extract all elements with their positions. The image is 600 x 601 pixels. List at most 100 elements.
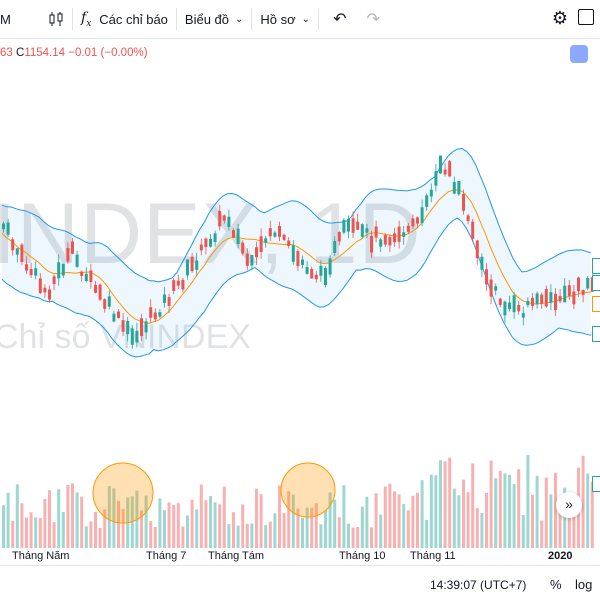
candle-body xyxy=(439,155,442,174)
interval-fragment: M xyxy=(0,11,11,27)
candle-body xyxy=(351,218,355,233)
volume-bar xyxy=(140,510,143,548)
indicators-button[interactable]: fx Các chỉ báo xyxy=(73,0,176,38)
volume-bar xyxy=(15,484,19,548)
volume-bar xyxy=(475,508,479,548)
candle-body xyxy=(494,286,498,291)
volume-bar xyxy=(494,478,498,548)
candle-body xyxy=(305,266,309,274)
undo-icon: ↶ xyxy=(333,11,347,28)
candle-body xyxy=(98,284,102,300)
candle-body xyxy=(420,207,424,224)
candle-body xyxy=(2,223,5,230)
volume-bar xyxy=(98,527,102,548)
candle-body xyxy=(337,232,341,242)
candle-body xyxy=(411,218,415,227)
candle-body xyxy=(526,300,530,306)
clock[interactable]: 14:39:07 (UTC+7) xyxy=(430,578,527,592)
close-label: C xyxy=(16,47,25,59)
redo-icon: ↷ xyxy=(366,11,380,28)
volume-bar xyxy=(452,488,456,548)
change-value: −0.01 xyxy=(68,47,98,59)
candle-body xyxy=(61,263,65,276)
chart-type-button[interactable]: Biểu đồ ⌄ xyxy=(177,0,251,38)
candle-body xyxy=(572,291,576,305)
volume-bar xyxy=(526,454,530,548)
price-chart[interactable] xyxy=(0,38,600,548)
candle-body xyxy=(176,280,180,286)
candle-body xyxy=(195,260,199,270)
volume-bar xyxy=(190,499,194,548)
candle-body xyxy=(512,295,516,313)
volume-bar xyxy=(121,509,125,548)
candle-body xyxy=(581,290,585,295)
volume-bar xyxy=(259,494,263,548)
profile-button[interactable]: Hồ sơ ⌄ xyxy=(252,0,318,38)
volume-bar xyxy=(347,523,350,548)
volume-bar xyxy=(144,495,148,548)
x-axis-label: Tháng 7 xyxy=(146,550,187,562)
volume-bar xyxy=(356,526,360,548)
volume-bar xyxy=(232,512,235,548)
candle-body xyxy=(558,295,562,302)
candle-body xyxy=(498,298,502,305)
candle-body xyxy=(48,289,51,300)
volume-bar xyxy=(43,498,47,548)
volume-bar xyxy=(34,517,38,548)
candle-body xyxy=(457,180,461,195)
chart-style-button[interactable] xyxy=(40,0,72,38)
volume-bar xyxy=(75,492,79,548)
undo-button[interactable]: ↶ xyxy=(319,0,360,38)
candle-body xyxy=(324,268,327,286)
volume-bar xyxy=(434,475,438,548)
volume-bar xyxy=(153,527,157,548)
volume-bar xyxy=(370,527,373,548)
percent-scale-toggle[interactable]: % xyxy=(550,577,562,592)
log-scale-toggle[interactable]: log xyxy=(575,577,593,592)
indicators-label: Các chỉ báo xyxy=(99,11,168,27)
volume-bar xyxy=(443,461,447,548)
candle-body xyxy=(117,311,120,319)
volume-bar xyxy=(250,523,254,548)
volume-bar xyxy=(393,491,396,548)
candle-body xyxy=(466,215,470,222)
volume-bar xyxy=(337,517,341,548)
volume-bar xyxy=(213,502,217,548)
candle-body xyxy=(57,262,61,279)
scroll-to-realtime-button[interactable]: » xyxy=(556,492,582,518)
x-axis-label: Tháng 11 xyxy=(410,550,456,562)
volume-bar xyxy=(130,496,134,548)
fullscreen-icon[interactable] xyxy=(578,9,594,25)
candle-body xyxy=(84,273,88,282)
change-percent: (−0.00%) xyxy=(100,47,148,59)
candle-body xyxy=(11,239,15,251)
candle-body xyxy=(121,320,125,332)
volume-bar xyxy=(11,520,15,548)
volume-bar xyxy=(149,521,153,548)
scroll-right-icon: » xyxy=(565,496,573,512)
candle-body xyxy=(577,277,580,292)
volume-bar xyxy=(466,492,470,548)
candle-body xyxy=(531,297,534,306)
candle-body xyxy=(586,278,590,289)
volume-bar xyxy=(411,495,415,548)
candle-body xyxy=(199,244,203,251)
volume-bar xyxy=(544,477,548,548)
volume-bar xyxy=(324,510,327,548)
gear-icon[interactable]: ⚙ xyxy=(551,8,568,28)
redo-button[interactable]: ↷ xyxy=(360,0,385,38)
candle-body xyxy=(130,328,134,345)
volume-bar xyxy=(112,488,116,548)
collapse-legend-button[interactable] xyxy=(570,45,588,63)
candle-body xyxy=(66,247,70,262)
candle-body xyxy=(282,234,286,240)
volume-bar xyxy=(429,474,433,548)
candle-body xyxy=(383,235,387,245)
price-marker-upper xyxy=(592,258,600,274)
candle-body xyxy=(213,233,217,243)
interval-button[interactable]: M xyxy=(0,0,40,38)
separator xyxy=(318,8,320,30)
separator xyxy=(175,8,177,30)
volume-bar xyxy=(186,515,189,548)
volume-bar xyxy=(66,484,70,548)
